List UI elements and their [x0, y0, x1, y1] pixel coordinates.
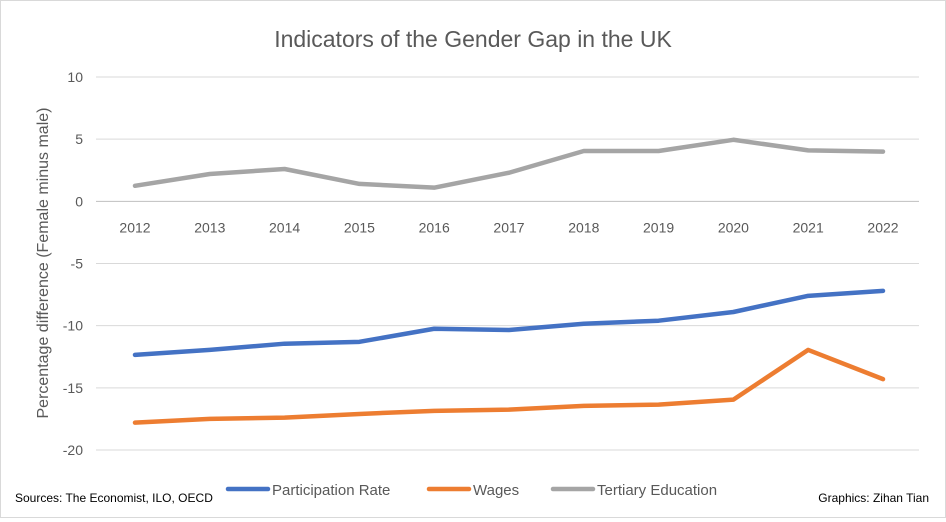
x-tick-label: 2014 — [269, 219, 300, 235]
x-tick-label: 2015 — [344, 219, 375, 235]
x-tick-label: 2019 — [643, 219, 674, 235]
y-tick-label: -15 — [63, 380, 83, 396]
x-tick-label: 2018 — [568, 219, 599, 235]
series-line-wages — [132, 347, 886, 425]
legend-label: Tertiary Education — [597, 482, 717, 499]
y-tick-label: -10 — [63, 318, 83, 334]
x-tick-label: 2022 — [867, 219, 898, 235]
credit-note: Graphics: Zihan Tian — [818, 491, 929, 505]
y-tick-label: 10 — [67, 69, 83, 85]
series-line-tertiary-education — [132, 137, 886, 190]
x-tick-label: 2013 — [194, 219, 225, 235]
x-tick-label: 2016 — [419, 219, 450, 235]
x-tick-label: 2020 — [718, 219, 749, 235]
y-tick-label: 0 — [75, 193, 83, 209]
chart-title: Indicators of the Gender Gap in the UK — [274, 26, 672, 52]
legend-label: Wages — [473, 482, 519, 499]
sources-note: Sources: The Economist, ILO, OECD — [15, 491, 213, 505]
y-tick-label: -20 — [63, 442, 83, 458]
y-tick-label: -5 — [71, 256, 84, 272]
x-tick-label: 2012 — [119, 219, 150, 235]
x-tick-label: 2021 — [793, 219, 824, 235]
x-tick-label: 2017 — [493, 219, 524, 235]
legend-label: Participation Rate — [272, 482, 390, 499]
y-axis-label: Percentage difference (Female minus male… — [35, 108, 52, 419]
series-line-participation-rate — [132, 288, 886, 358]
y-tick-label: 5 — [75, 131, 83, 147]
